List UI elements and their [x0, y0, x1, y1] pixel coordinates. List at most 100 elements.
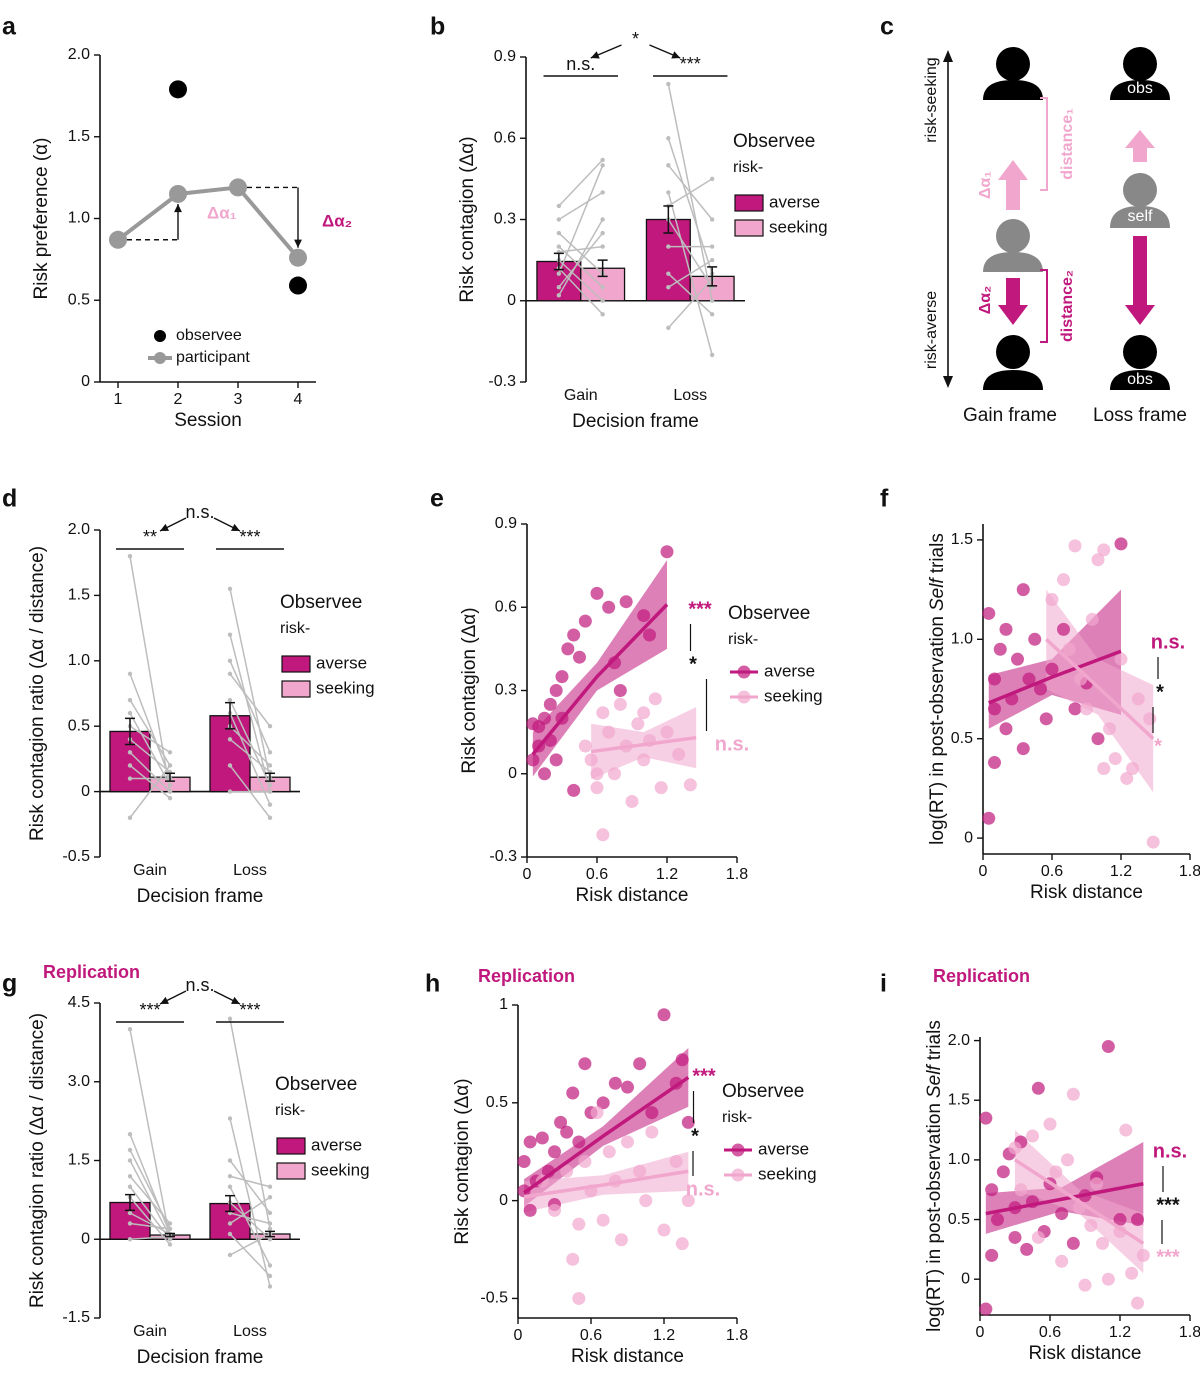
arrow-head: [943, 376, 953, 388]
point: [621, 1080, 634, 1094]
point: [1101, 1040, 1115, 1054]
annotation: ***: [688, 598, 712, 620]
legend-subtitle: risk-: [733, 159, 763, 176]
point: [681, 1115, 695, 1129]
y-axis-label-part: trials: [927, 533, 948, 573]
point: [631, 717, 645, 731]
diagram-panel: c risk-seeking risk-averse Δα₁ Δα₂ dista…: [880, 13, 1187, 426]
point: [1108, 752, 1122, 766]
individual-line: [667, 278, 713, 329]
x-tick-label: 1.8: [726, 866, 748, 883]
x-tick-label: Loss: [673, 387, 707, 404]
point: [1043, 1117, 1057, 1131]
subtitle: Replication: [43, 962, 140, 982]
point: [1114, 652, 1128, 666]
y-tick-label: 1.5: [68, 587, 90, 604]
individual-point: [167, 750, 173, 755]
point: [660, 545, 674, 559]
individual-line: [667, 273, 713, 315]
obs-label: obs: [1127, 371, 1153, 388]
point: [602, 600, 616, 614]
y-tick-label: 0.5: [948, 1211, 970, 1228]
individual-point: [666, 244, 671, 249]
y-tick-label: -0.5: [62, 848, 90, 865]
point: [1045, 662, 1059, 676]
panel-letter: i: [880, 970, 887, 998]
individual-line: [129, 1029, 171, 1240]
point: [645, 1125, 659, 1139]
point: [608, 767, 621, 781]
point: [596, 706, 610, 720]
point: [578, 614, 592, 628]
legend-marker: [737, 665, 751, 679]
point: [637, 609, 651, 623]
point: [648, 692, 662, 706]
individual-point: [556, 203, 562, 209]
individual-line: [229, 673, 271, 727]
individual-point: [127, 1147, 133, 1153]
point: [999, 722, 1013, 736]
annotation: ***: [692, 1065, 716, 1087]
y-tick-label: 0.6: [495, 598, 517, 615]
point: [289, 276, 307, 295]
individual-point: [167, 795, 173, 801]
y-tick-label: 1.0: [68, 210, 90, 227]
individual-point: [127, 710, 133, 716]
annotation: *: [689, 653, 697, 675]
x-tick-label: 3: [234, 391, 243, 408]
annotation: *: [1156, 681, 1164, 703]
legend-label: averse: [316, 653, 367, 672]
individual-point: [127, 1174, 133, 1179]
x-axis-label: Decision frame: [137, 1347, 264, 1368]
legend-marker: [731, 1143, 745, 1157]
individual-point: [267, 1237, 273, 1242]
individual-point: [127, 815, 133, 820]
x-axis-label: Session: [174, 410, 242, 431]
point: [613, 684, 627, 697]
individual-line: [229, 634, 271, 792]
point: [1084, 1219, 1098, 1233]
point: [555, 670, 569, 684]
point: [1090, 1177, 1104, 1191]
individual-line: [229, 1175, 271, 1188]
sig-label: **: [143, 527, 157, 547]
point: [1062, 642, 1076, 656]
y-tick-label: 0: [81, 783, 90, 800]
individual-line: [558, 191, 604, 221]
individual-line: [558, 159, 604, 207]
point: [1055, 1254, 1069, 1268]
y-tick-label: 1.5: [948, 1091, 970, 1108]
point: [535, 1131, 549, 1145]
y-tick-label: -0.3: [489, 848, 517, 865]
x-tick-label: 0.6: [1039, 1324, 1061, 1341]
point: [1020, 1242, 1034, 1256]
individual-line: [129, 751, 171, 793]
fit-line: [590, 735, 697, 754]
frame-label: Loss frame: [1093, 405, 1187, 426]
y-tick-label: 0: [964, 829, 973, 846]
x-tick-label: 4: [294, 391, 303, 408]
individual-point: [127, 1221, 133, 1226]
distance-bracket: [1040, 269, 1048, 343]
observee-icon: [983, 335, 1043, 390]
individual-line: [558, 165, 604, 274]
fit-line: [523, 1075, 690, 1195]
individual-line: [129, 699, 171, 766]
point: [602, 1145, 616, 1159]
point: [1091, 553, 1105, 567]
point: [991, 1213, 1004, 1227]
y-tick-label: -1.5: [62, 1309, 90, 1326]
participant-line: [116, 185, 300, 260]
y-tick-label: 3.0: [68, 1073, 90, 1090]
x-tick-label: 1.2: [1110, 863, 1132, 880]
x-tick-label: 0: [979, 863, 988, 880]
point: [979, 1302, 993, 1316]
y-tick-label: 0.9: [494, 48, 516, 65]
sig-top: n.s.: [185, 502, 214, 522]
sig-label: ***: [680, 54, 701, 74]
point: [1016, 742, 1030, 756]
point: [643, 628, 656, 642]
annotation: n.s.: [1151, 631, 1185, 653]
point: [590, 767, 604, 781]
legend-label: averse: [311, 1135, 362, 1154]
